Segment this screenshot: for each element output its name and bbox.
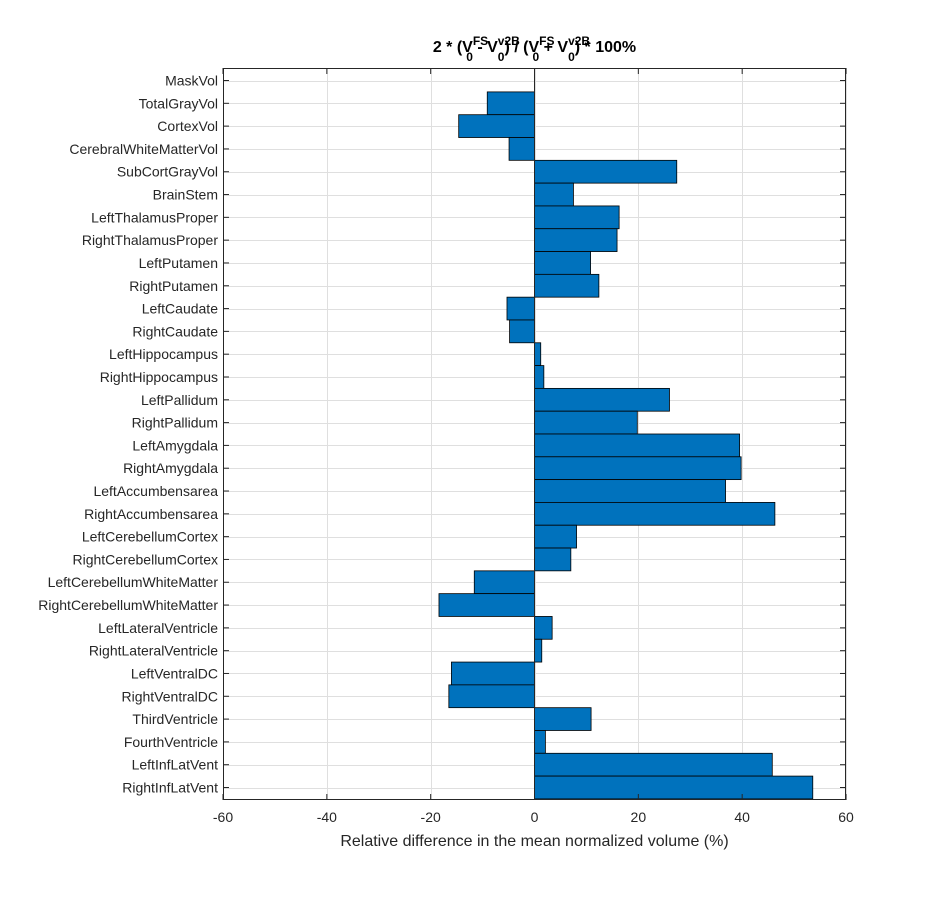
x-tick-label: -60 [213,809,233,825]
title-part: - V [473,39,498,56]
x-tick-label: 40 [734,809,750,825]
bar [534,524,577,549]
bar [534,387,670,412]
category-label: ThirdVentricle [132,711,218,727]
category-label: LeftCerebellumWhiteMatter [48,574,219,590]
x-tick-label: 60 [838,809,854,825]
bar [534,273,600,298]
bar [534,365,545,389]
x-tick-label: 20 [631,809,647,825]
bar [534,182,574,207]
title-part: 0 [568,50,575,64]
bar [534,433,740,458]
bar [534,159,678,184]
bar [534,456,742,481]
category-label: RightHippocampus [100,369,218,385]
category-label: RightInfLatVent [122,780,218,796]
title-part: 2 * (V [433,39,473,56]
category-label: LeftCerebellumCortex [82,529,218,545]
category-label: RightAccumbensarea [84,506,218,522]
category-label: LeftPutamen [139,255,218,271]
category-label: LeftCaudate [142,301,218,317]
title-part: + V [539,39,568,56]
x-tick-label: 0 [531,809,539,825]
bar [508,137,535,161]
category-label: LeftPallidum [141,392,218,408]
bar [438,593,535,617]
title-part: v2B [498,34,520,48]
bar [448,684,535,709]
bar [458,114,535,138]
category-label: RightThalamusProper [82,232,219,248]
category-label: RightCerebellumWhiteMatter [38,597,218,613]
bar [534,707,592,731]
bar [534,342,542,366]
title-part: 0 [466,50,473,64]
bar [509,319,535,344]
category-label: RightAmygdala [123,460,218,476]
bar [534,547,572,572]
bar [534,775,814,800]
bar [506,296,535,321]
bar [534,730,546,754]
category-label: FourthVentricle [124,734,218,750]
title-part: FS [539,34,554,48]
category-label: CortexVol [157,118,218,134]
category-label: RightCaudate [132,323,218,339]
bar [534,410,638,435]
bar [534,502,776,526]
title-part: ) * 100% [575,39,636,56]
chart-title: 2 * (VFS 0 - Vv2B 0) / (VFS 0 + Vv2B 0) * 10… [433,34,636,64]
category-label: LeftAccumbensarea [93,483,218,499]
category-label: CerebralWhiteMatterVol [69,141,218,157]
bar [534,752,773,777]
category-label: RightCerebellumCortex [72,551,218,567]
y-ticks: MaskVol TotalGrayVol CortexVol CerebralWhit… [38,73,846,796]
title-part: 0 [498,50,505,64]
category-label: LeftLateralVentricle [98,620,218,636]
bar [534,616,553,640]
category-label: RightPallidum [132,415,218,431]
bar [534,251,591,275]
title-part: ) / (V [504,39,539,56]
title-part: FS [473,34,488,48]
title-part: v2B [568,34,590,48]
bar [473,570,535,595]
category-label: LeftHippocampus [109,346,218,362]
category-label: RightLateralVentricle [89,643,218,659]
bar [451,661,535,686]
category-label: SubCortGrayVol [117,164,218,180]
bar [534,205,620,230]
category-label: LeftThalamusProper [91,209,218,225]
bars [438,91,814,800]
category-label: TotalGrayVol [139,95,218,111]
bar [534,479,726,503]
x-tick-label: -20 [421,809,441,825]
category-label: RightVentralDC [122,688,219,704]
category-label: LeftAmygdala [132,437,218,453]
bar [486,91,535,116]
x-ticks: -60 -40 -20 0 20 40 60 [213,68,854,825]
category-label: RightPutamen [129,278,218,294]
title-part: 0 [532,50,539,64]
category-label: MaskVol [165,73,218,89]
x-tick-label: -40 [317,809,337,825]
bar [534,638,543,663]
category-label: BrainStem [153,187,218,203]
x-axis-label: Relative difference in the mean normaliz… [340,833,728,850]
category-label: LeftVentralDC [131,665,218,681]
category-label: LeftInfLatVent [132,757,219,773]
bar [534,228,618,252]
